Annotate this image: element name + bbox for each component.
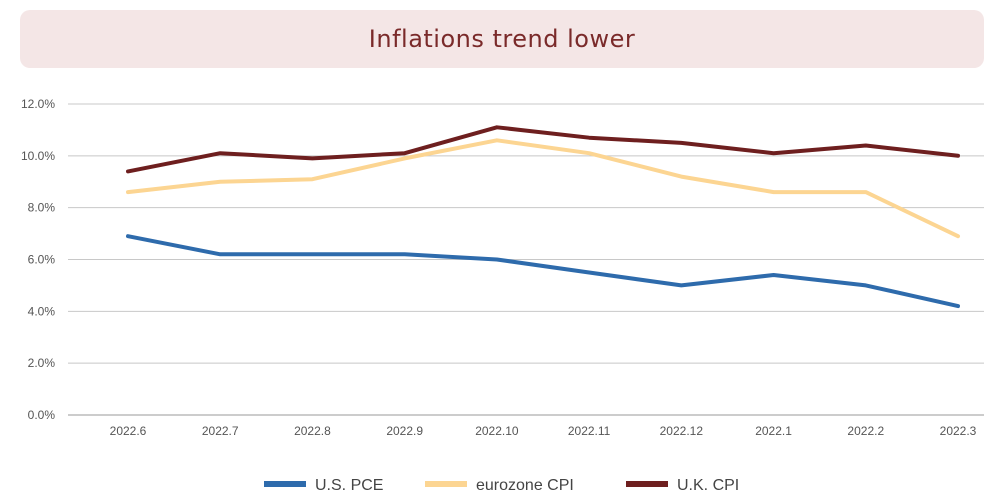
x-tick-label: 2022.9 [386,424,423,438]
x-tick-label: 2022.2 [847,424,884,438]
x-tick-label: 2022.10 [475,424,519,438]
legend-u-s-pce-label: U.S. PCE [315,477,383,494]
x-tick-label: 2022.8 [294,424,331,438]
series-line-eurozone-cpi [126,138,960,239]
x-tick-label: 2022.12 [660,424,704,438]
series-line-u-s-pce [126,234,960,309]
y-tick-label: 10.0% [21,149,55,163]
legend-eurozone-cpi-label: eurozone CPI [476,477,574,494]
y-tick-label: 12.0% [21,97,55,111]
y-tick-label: 8.0% [28,201,56,215]
y-tick-label: 4.0% [28,304,56,318]
x-tick-label: 2022.1 [755,424,792,438]
y-tick-label: 6.0% [28,253,56,267]
x-tick-label: 2022.11 [568,424,611,438]
x-tick-label: 2022.7 [202,424,239,438]
chart-title: Inflations trend lower [368,25,636,53]
series-line-u-k-cpi [126,125,960,174]
x-tick-label: 2022.3 [940,424,977,438]
chart-title-banner: Inflations trend lower [20,10,984,68]
legend-u-k-cpi-label: U.K. CPI [677,477,739,494]
y-tick-label: 0.0% [28,408,56,422]
y-tick-label: 2.0% [28,356,56,370]
x-tick-label: 2022.6 [110,424,147,438]
